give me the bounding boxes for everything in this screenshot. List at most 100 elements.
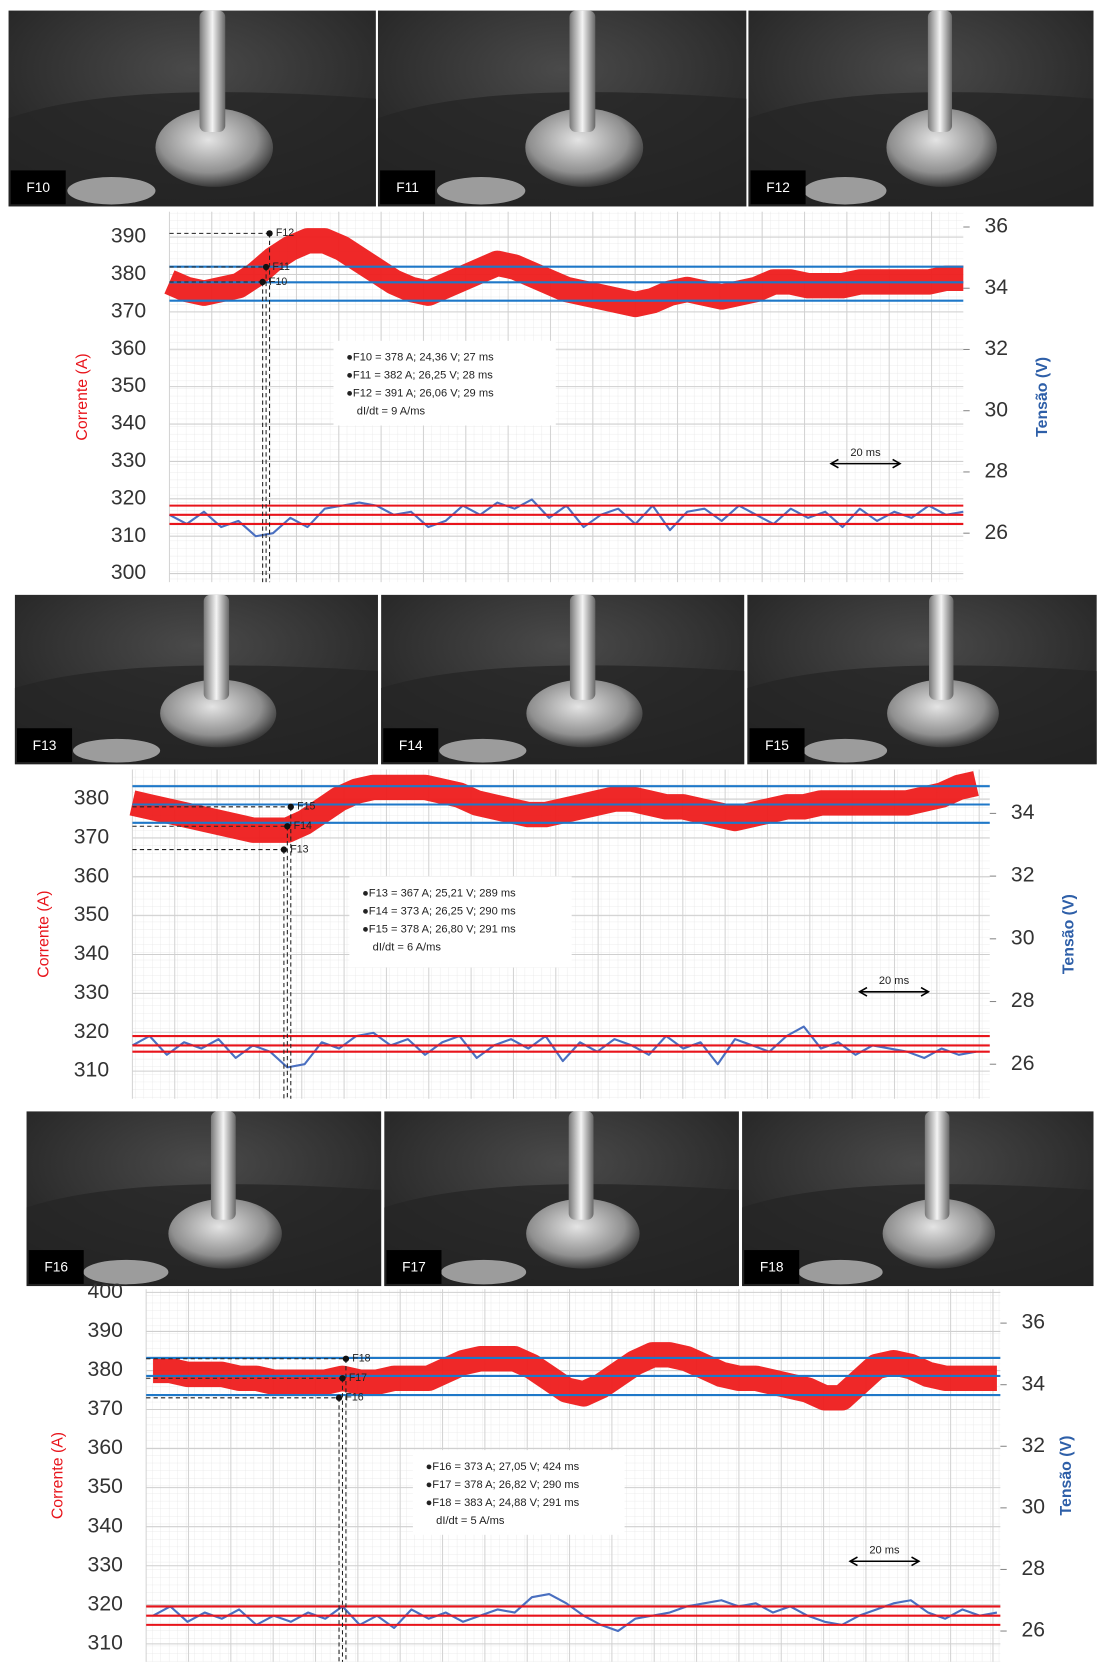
spatter-glow	[441, 1259, 527, 1285]
frame-label: F15	[765, 738, 789, 753]
frame-marker	[266, 230, 273, 237]
y-tick-label: 360	[88, 1436, 123, 1459]
y2-tick-label: 32	[1022, 1434, 1046, 1457]
annotation-text: dI/dt = 6 A/ms	[373, 941, 442, 953]
y-tick-label: 320	[88, 1592, 123, 1615]
frame-marker-label: F11	[272, 261, 290, 273]
electrode	[569, 10, 596, 132]
scale-bar-arrows	[829, 458, 902, 469]
frame-marker	[259, 278, 266, 286]
frame-label-box	[10, 170, 66, 205]
annotation-text: ●F17 = 378 A; 26,82 V; 290 ms	[426, 1479, 580, 1491]
y-tick-label: 340	[111, 412, 146, 435]
frame-marker-label: F18	[352, 1353, 370, 1365]
electrode	[568, 1111, 594, 1220]
weld-pool	[886, 108, 997, 187]
voltage-line	[131, 1025, 977, 1069]
annotation-text: ●F13 = 367 A; 25,21 V; 289 ms	[362, 887, 516, 899]
weld-pool	[525, 108, 644, 187]
y2-axis-title: Tensão (V)	[1060, 894, 1077, 974]
frame-marker-label: F17	[349, 1372, 367, 1384]
y-tick-label: 360	[74, 864, 109, 887]
y2-tick-label: 28	[1011, 989, 1035, 1012]
frame-label: F12	[766, 180, 790, 195]
y2-tick-label: 30	[1022, 1495, 1046, 1518]
frame-label-box	[749, 728, 805, 763]
y2-tick-label: 26	[1011, 1052, 1035, 1075]
spatter-glow	[798, 1259, 883, 1285]
frame-label: F18	[760, 1260, 784, 1275]
weld-pool	[168, 1198, 282, 1269]
y-tick-label: 350	[111, 374, 146, 397]
weld-pool	[155, 108, 274, 187]
y2-tick-label: 34	[1022, 1372, 1046, 1395]
scale-bar-label: 20 ms	[879, 975, 910, 987]
frame-label: F14	[399, 738, 423, 753]
y-axis-title: Corrente (A)	[36, 890, 53, 977]
electrode	[929, 594, 954, 700]
annotation-text: dI/dt = 5 A/ms	[436, 1515, 505, 1527]
spatter-glow	[439, 738, 527, 763]
electrode	[927, 10, 953, 132]
y2-tick-label: 28	[984, 460, 1008, 483]
annotation-text: dI/dt = 9 A/ms	[357, 406, 426, 418]
frame-marker	[262, 263, 270, 271]
frame-label: F10	[26, 180, 50, 195]
frame-marker-label: F10	[269, 276, 287, 288]
scale-bar-label: 20 ms	[850, 447, 881, 459]
y2-tick-label: 34	[984, 276, 1008, 299]
frame-label-box	[386, 1250, 442, 1284]
y-tick-label: 380	[88, 1358, 123, 1381]
frame-marker	[280, 846, 288, 853]
frame-label: F11	[396, 180, 419, 195]
scale-bar-arrows	[848, 1556, 921, 1567]
weld-pool	[526, 679, 643, 748]
frame-label-box	[750, 170, 806, 205]
y2-tick-label: 32	[1011, 864, 1035, 887]
weld-pool	[526, 1198, 640, 1269]
y-tick-label: 390	[111, 225, 146, 248]
electrode	[569, 594, 596, 700]
weld-pool	[887, 679, 999, 748]
frame-marker-label: F14	[294, 820, 312, 832]
annotation-text: ●F10 = 378 A; 24,36 V; 27 ms	[346, 352, 494, 364]
y-axis-title: Corrente (A)	[74, 353, 91, 440]
y2-tick-label: 30	[984, 398, 1008, 421]
y2-tick-label: 36	[984, 215, 1008, 238]
annotation-text: ●F15 = 378 A; 26,80 V; 291 ms	[362, 923, 516, 935]
spatter-glow	[803, 177, 887, 205]
y-tick-label: 380	[74, 787, 109, 810]
frame-marker	[342, 1355, 350, 1362]
y2-tick-label: 34	[1011, 801, 1035, 824]
frame-marker-label: F12	[276, 227, 294, 239]
frame-marker	[339, 1375, 346, 1382]
y-tick-label: 310	[74, 1059, 109, 1082]
y-tick-label: 330	[88, 1553, 123, 1576]
frame-marker	[335, 1394, 343, 1401]
frame-label: F17	[402, 1260, 426, 1275]
voltage-line	[152, 1593, 998, 1633]
weld-pool	[882, 1198, 996, 1269]
y-tick-label: 310	[88, 1631, 123, 1654]
scale-bar-label: 20 ms	[869, 1545, 900, 1557]
y-tick-label: 370	[111, 299, 146, 322]
current-band	[153, 1342, 997, 1411]
chart-panel: F16 F17 F18 310 320 330 340 350 360 370 380 390 400 2…	[26, 1111, 1094, 1662]
y-tick-label: 370	[74, 826, 109, 849]
annotation-text: ●F12 = 391 A; 26,06 V; 29 ms	[346, 388, 494, 400]
spatter-glow	[803, 738, 888, 763]
electrode	[203, 594, 230, 700]
annotation-text: ●F11 = 382 A; 26,25 V; 28 ms	[346, 370, 493, 382]
y-tick-label: 340	[74, 942, 109, 965]
spatter-glow	[83, 1259, 169, 1285]
y-tick-label: 330	[74, 981, 109, 1004]
annotation-box	[412, 1450, 625, 1535]
frame-marker	[284, 823, 291, 830]
electrode	[924, 1111, 950, 1220]
annotation-box	[333, 340, 556, 426]
frame-marker	[287, 803, 294, 811]
frame-marker-label: F13	[290, 843, 308, 855]
annotation-box	[349, 876, 572, 968]
